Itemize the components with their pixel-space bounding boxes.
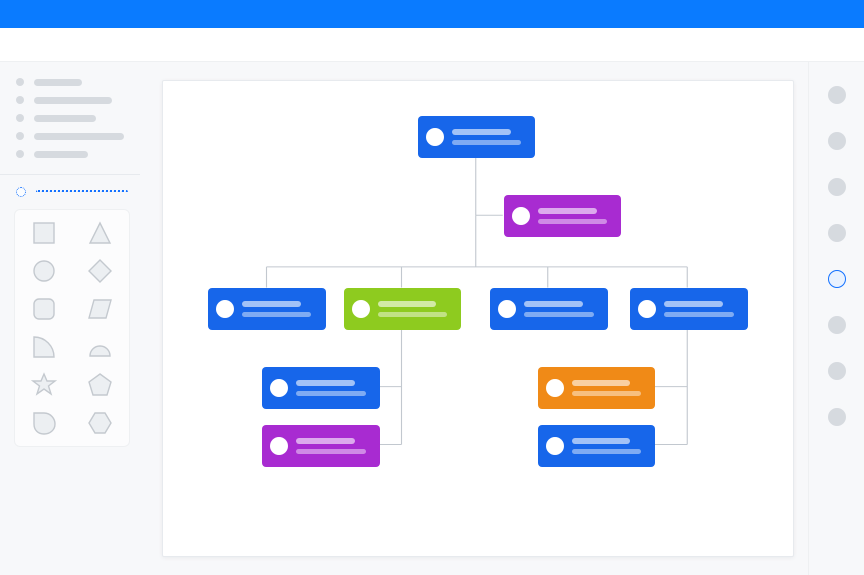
avatar-icon: [270, 437, 288, 455]
bullet-icon: [16, 150, 24, 158]
placeholder-lines: [538, 208, 613, 224]
color-swatch[interactable]: [828, 362, 846, 380]
left-sidebar: [0, 62, 140, 575]
placeholder-line: [34, 97, 112, 104]
shape-teardrop[interactable]: [31, 410, 57, 436]
avatar-icon: [546, 437, 564, 455]
right-sidebar: [808, 62, 864, 575]
nav-item[interactable]: [16, 78, 128, 86]
shape-square[interactable]: [31, 220, 57, 246]
avatar-icon: [638, 300, 656, 318]
shape-parallelogram[interactable]: [87, 296, 113, 322]
shape-palette: [14, 209, 130, 447]
bullet-icon: [16, 78, 24, 86]
placeholder-lines: [378, 301, 453, 317]
avatar-icon: [426, 128, 444, 146]
org-node-g2[interactable]: [262, 425, 379, 466]
shape-star[interactable]: [31, 372, 57, 398]
org-node-ceo[interactable]: [418, 116, 535, 157]
shape-quarter-circle[interactable]: [31, 334, 57, 360]
placeholder-lines: [572, 438, 647, 454]
color-swatch[interactable]: [828, 86, 846, 104]
org-node-g3[interactable]: [538, 367, 655, 408]
org-node-side[interactable]: [504, 195, 621, 236]
app-window: [0, 0, 864, 575]
placeholder-lines: [664, 301, 739, 317]
org-node-c1[interactable]: [208, 288, 325, 329]
color-swatch[interactable]: [828, 224, 846, 242]
placeholder-lines: [296, 380, 371, 396]
org-node-c3[interactable]: [490, 288, 607, 329]
avatar-icon: [512, 207, 530, 225]
nav-item[interactable]: [16, 114, 128, 122]
color-swatch[interactable]: [828, 270, 846, 288]
avatar-icon: [546, 379, 564, 397]
placeholder-lines: [524, 301, 599, 317]
placeholder-lines: [242, 301, 317, 317]
placeholder-line: [36, 190, 128, 194]
avatar-icon: [216, 300, 234, 318]
canvas-area: [140, 62, 808, 575]
shape-semicircle[interactable]: [87, 334, 113, 360]
org-node-c4[interactable]: [630, 288, 747, 329]
avatar-icon: [270, 379, 288, 397]
shape-diamond[interactable]: [87, 258, 113, 284]
avatar-icon: [352, 300, 370, 318]
placeholder-lines: [296, 438, 371, 454]
shape-triangle[interactable]: [87, 220, 113, 246]
placeholder-line: [34, 79, 82, 86]
avatar-icon: [498, 300, 516, 318]
placeholder-line: [34, 133, 124, 140]
placeholder-lines: [452, 129, 527, 145]
divider: [0, 174, 140, 175]
toolbar: [0, 28, 864, 62]
bullet-icon: [16, 114, 24, 122]
nav-list: [14, 72, 130, 170]
canvas[interactable]: [162, 80, 794, 557]
shape-rounded-square[interactable]: [31, 296, 57, 322]
color-swatch[interactable]: [828, 408, 846, 426]
org-node-c2[interactable]: [344, 288, 461, 329]
nav-item[interactable]: [16, 132, 128, 140]
placeholder-line: [34, 151, 88, 158]
color-swatch[interactable]: [828, 132, 846, 150]
org-node-g4[interactable]: [538, 425, 655, 466]
radio-selected-icon: [16, 187, 26, 197]
shape-pentagon[interactable]: [87, 372, 113, 398]
placeholder-lines: [572, 380, 647, 396]
placeholder-line: [34, 115, 96, 122]
bullet-icon: [16, 132, 24, 140]
color-swatch[interactable]: [828, 316, 846, 334]
nav-item-active[interactable]: [14, 185, 130, 209]
bullet-icon: [16, 96, 24, 104]
shape-circle[interactable]: [31, 258, 57, 284]
org-node-g1[interactable]: [262, 367, 379, 408]
color-swatch[interactable]: [828, 178, 846, 196]
nav-item[interactable]: [16, 96, 128, 104]
shape-hexagon[interactable]: [87, 410, 113, 436]
app-body: [0, 62, 864, 575]
nav-item[interactable]: [16, 150, 128, 158]
titlebar: [0, 0, 864, 28]
